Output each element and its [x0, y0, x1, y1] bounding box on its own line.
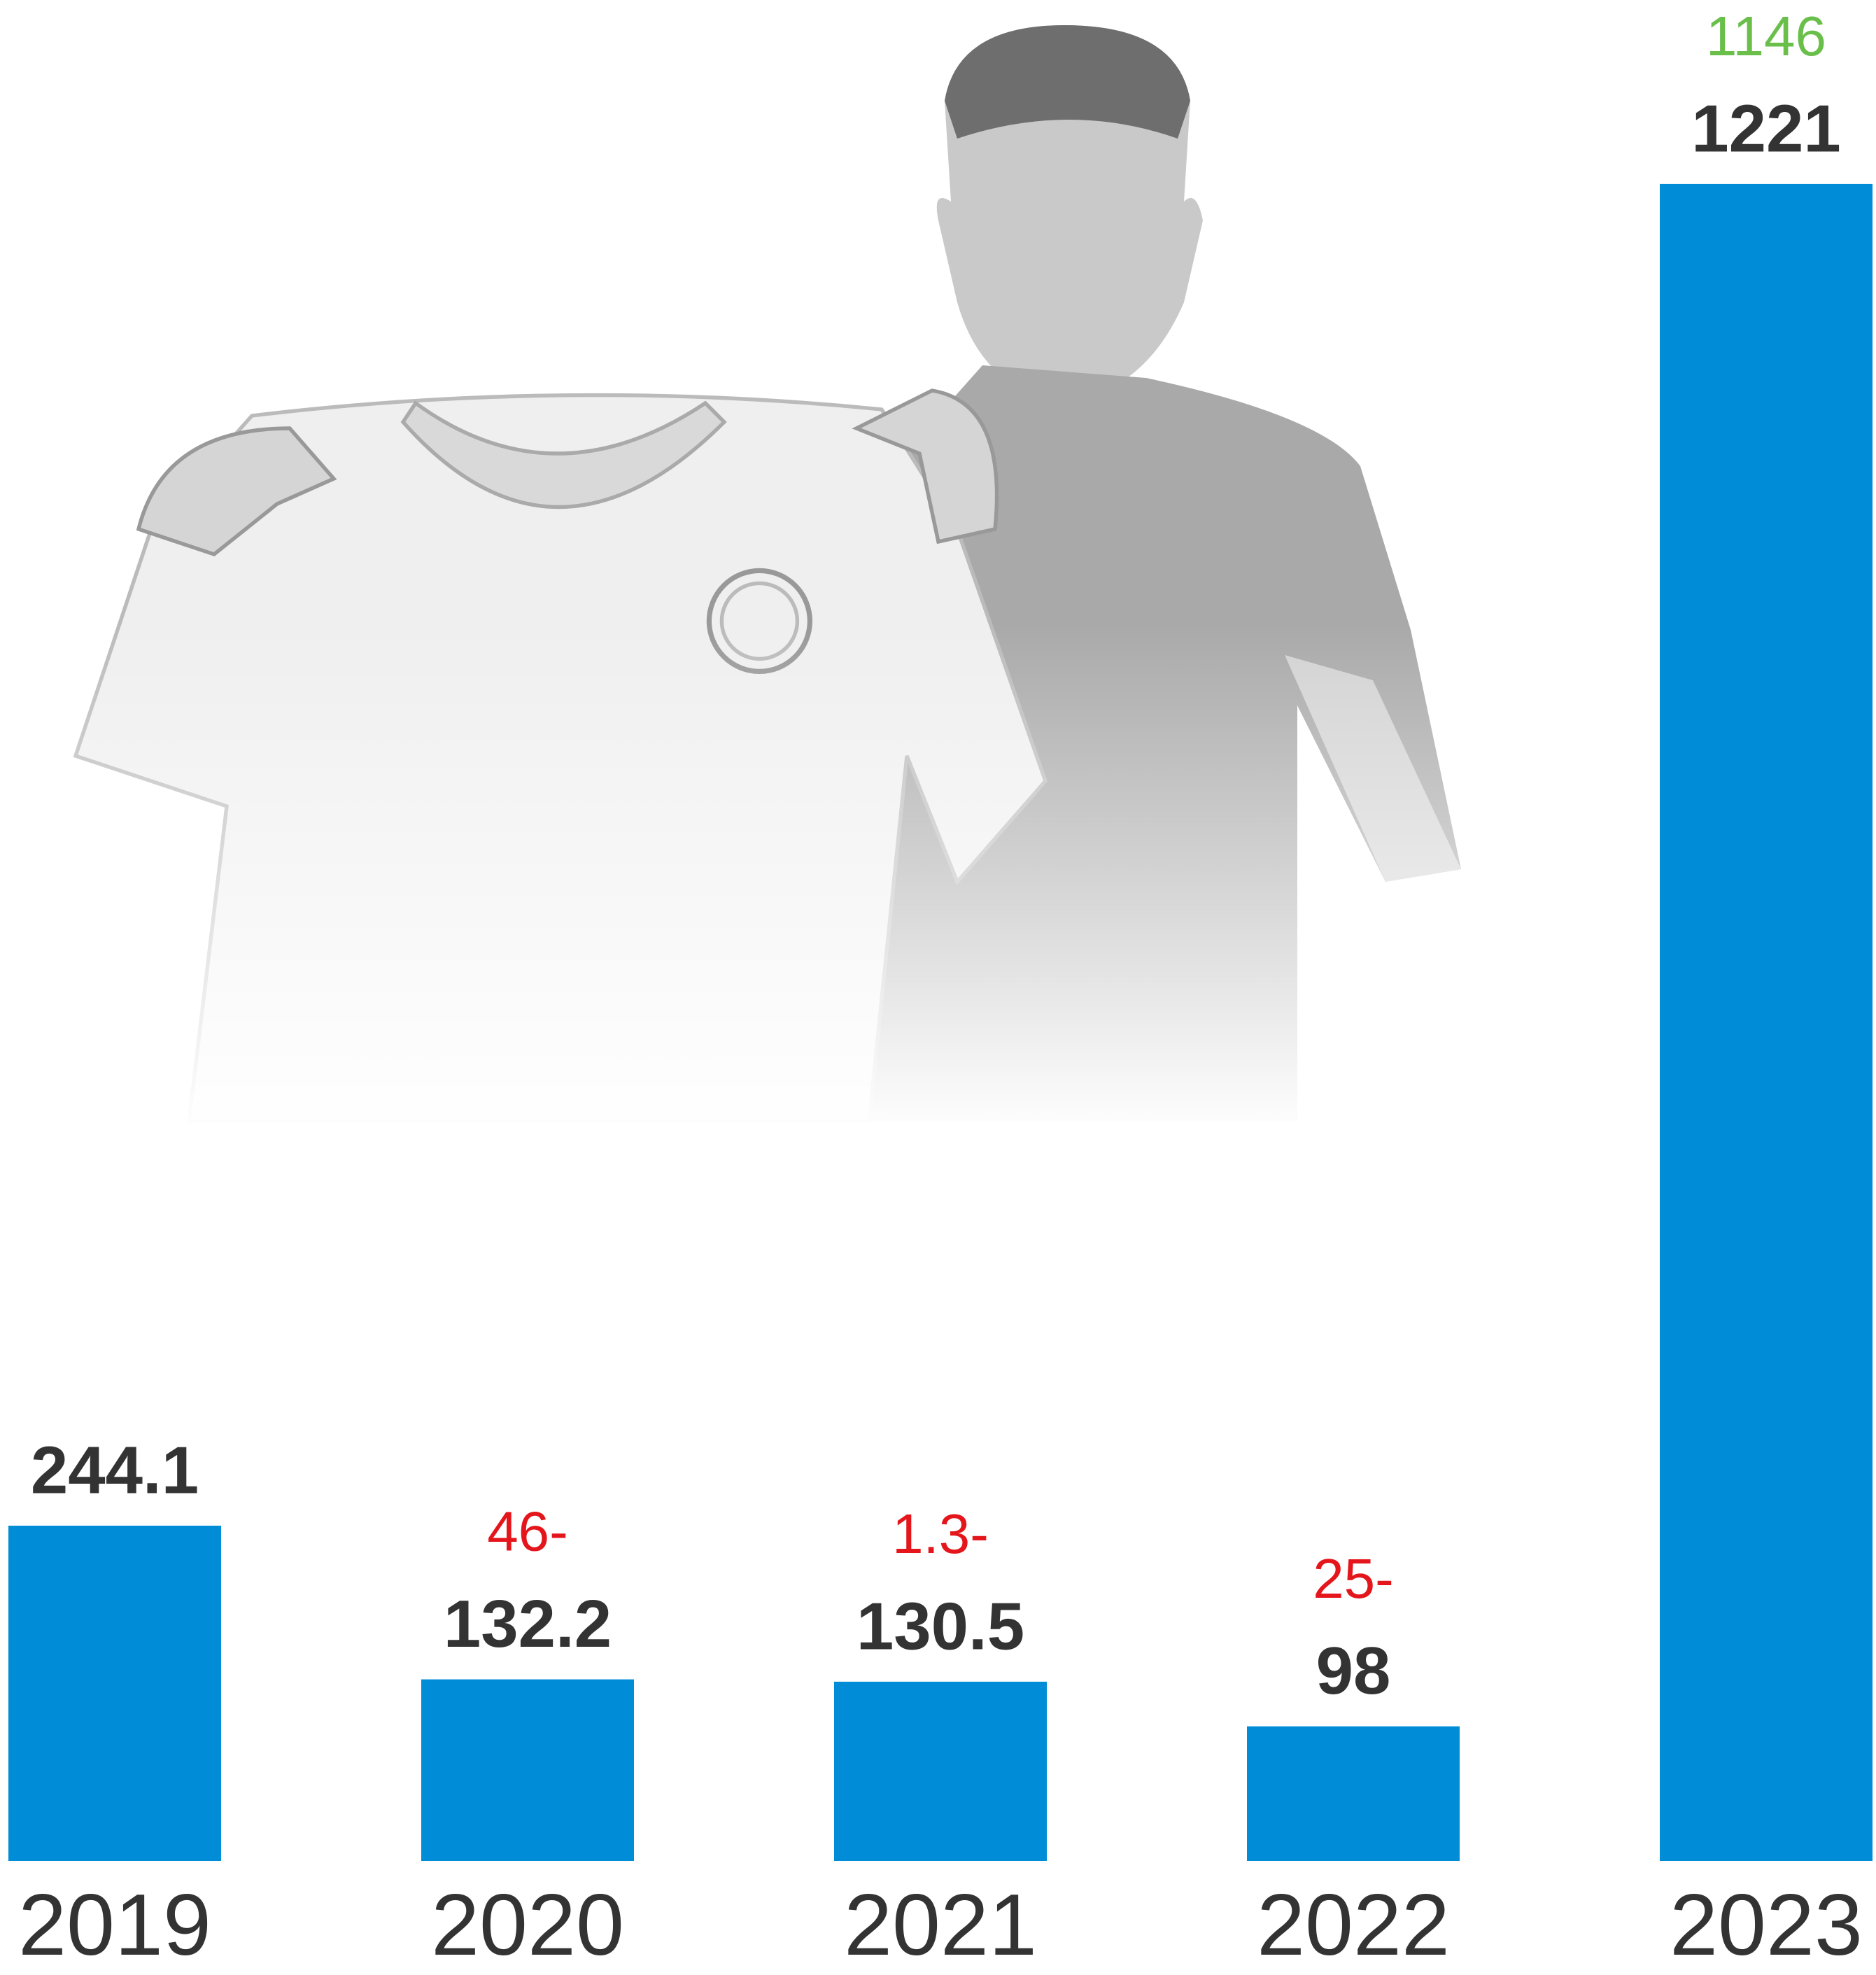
bar — [1660, 183, 1873, 1861]
change-label: 46- — [487, 1500, 568, 1563]
x-tick-label: 2022 — [1257, 1877, 1450, 1974]
x-tick-label: 2019 — [18, 1877, 211, 1974]
bar — [1247, 1726, 1460, 1861]
bar — [834, 1681, 1047, 1861]
value-label: 130.5 — [856, 1589, 1024, 1664]
change-label: 25- — [1313, 1547, 1394, 1610]
x-tick-label: 2021 — [844, 1877, 1037, 1974]
value-label: 1221 — [1691, 91, 1841, 166]
bar — [8, 1525, 221, 1861]
value-label: 132.2 — [444, 1587, 612, 1661]
change-label: 1.3- — [892, 1503, 989, 1565]
value-label: 244.1 — [31, 1433, 199, 1507]
change-label: 1146 — [1706, 5, 1826, 67]
x-tick-label: 2020 — [431, 1877, 624, 1974]
value-label: 98 — [1316, 1633, 1391, 1708]
bar — [421, 1679, 634, 1861]
x-tick-label: 2023 — [1670, 1877, 1863, 1974]
illustration — [0, 0, 1876, 1134]
